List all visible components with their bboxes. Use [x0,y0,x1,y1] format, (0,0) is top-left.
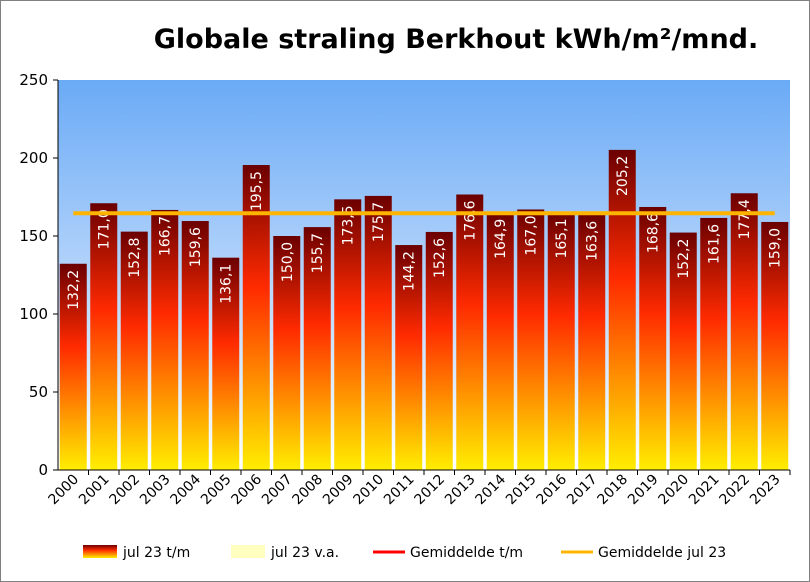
y-tick-label: 150 [19,227,48,245]
data-label-2009: 173,5 [341,205,357,245]
x-tick-label-2018: 2018 [595,472,632,509]
bar-2006 [242,165,270,470]
x-tick-label-2020: 2020 [656,472,693,509]
bar-2016 [547,212,575,470]
bar-2005 [212,257,240,470]
bar-2021 [700,217,728,470]
x-tick-label-2023: 2023 [747,472,784,509]
bar-2001 [90,203,118,471]
x-tick-label-2017: 2017 [564,472,601,509]
data-label-2010: 175,7 [371,202,387,242]
bar-2008 [303,227,331,470]
x-tick-label-2007: 2007 [259,472,296,509]
y-tick-label: 100 [19,305,48,323]
data-label-2018: 205,2 [615,156,631,196]
x-ticks-layer: 2000200120022003200420052006200720082009… [46,470,791,509]
x-tick-label-2014: 2014 [473,471,510,508]
x-tick-label-2001: 2001 [76,472,113,509]
bar-2004 [181,221,209,470]
data-label-2012: 152,6 [432,238,448,278]
legend: jul 23 t/m jul 23 v.a. Gemiddelde t/m Ge… [83,545,726,561]
bar-2017 [578,214,606,470]
bar-2020 [669,232,697,470]
data-label-2011: 144,2 [402,251,418,291]
x-tick-label-2016: 2016 [534,471,571,508]
data-label-2003: 166,7 [158,216,174,256]
data-label-2008: 155,7 [310,233,326,273]
bar-2003 [151,209,179,470]
bar-2010 [364,195,392,470]
x-tick-label-2003: 2003 [137,472,174,509]
bar-2022 [730,193,758,471]
data-label-2005: 136,1 [219,264,235,304]
data-label-2014: 164,9 [493,219,509,259]
x-tick-label-2002: 2002 [107,472,144,509]
bars-layer [59,149,789,471]
x-tick-label-2009: 2009 [320,472,357,509]
x-tick-label-2005: 2005 [198,472,235,509]
x-tick-label-2000: 2000 [46,472,83,509]
legend-label-2: jul 23 v.a. [270,545,339,561]
data-label-2019: 168,6 [646,213,662,253]
x-tick-label-2004: 2004 [168,471,205,508]
x-tick-label-2013: 2013 [442,472,479,509]
data-label-2013: 176,6 [463,200,479,240]
data-label-2021: 161,6 [707,224,723,264]
x-tick-label-2022: 2022 [717,472,754,509]
bar-2009 [334,199,362,470]
data-label-2015: 167,0 [524,215,540,255]
data-label-2016: 165,1 [554,218,570,258]
data-label-2023: 159,0 [768,228,784,268]
data-label-2001: 171,0 [97,209,113,249]
bar-2012 [425,231,453,470]
bar-2002 [120,231,148,470]
data-label-2002: 152,8 [127,238,143,278]
bar-2007 [273,236,301,470]
y-tick-label: 250 [19,71,48,89]
x-tick-label-2019: 2019 [625,472,662,509]
bar-2000 [59,263,87,470]
y-ticks-layer: 0 50 100 150 200 250 [19,71,58,479]
legend-label-1: jul 23 t/m [122,545,190,561]
y-tick-label: 200 [19,149,48,167]
x-tick-label-2006: 2006 [229,471,266,508]
x-tick-label-2012: 2012 [412,472,449,509]
data-label-2017: 163,6 [585,221,601,261]
x-tick-label-2015: 2015 [503,472,540,509]
y-tick-label: 0 [38,461,48,479]
data-label-2006: 195,5 [249,171,265,211]
bar-2015 [517,209,545,471]
x-tick-label-2010: 2010 [351,472,388,509]
data-label-2020: 152,2 [676,239,692,279]
chart-title: Globale straling Berkhout kWh/m²/mnd. [154,24,759,55]
bar-2011 [395,245,423,470]
legend-swatch-gradient [83,545,117,558]
data-label-2022: 177,4 [737,199,753,239]
x-tick-label-2011: 2011 [381,472,418,509]
y-tick-label: 50 [29,383,48,401]
bar-2018 [608,149,636,470]
bar-2014 [486,212,514,471]
legend-label-4: Gemiddelde jul 23 [598,545,726,561]
data-label-2007: 150,0 [280,242,296,282]
data-label-2004: 159,6 [188,227,204,267]
x-tick-label-2021: 2021 [686,472,723,509]
data-labels-layer: 132,2 171,0 152,8 166,7 159,6 136,1 195,5 150,0… [66,156,784,310]
bar-2023 [761,221,789,470]
bar-2019 [639,206,667,470]
legend-swatch-pale [231,545,265,558]
data-label-2000: 132,2 [66,270,82,310]
x-tick-label-2008: 2008 [290,472,327,509]
legend-label-3: Gemiddelde t/m [410,545,523,561]
plot-area [58,80,790,470]
bar-2013 [456,194,484,470]
